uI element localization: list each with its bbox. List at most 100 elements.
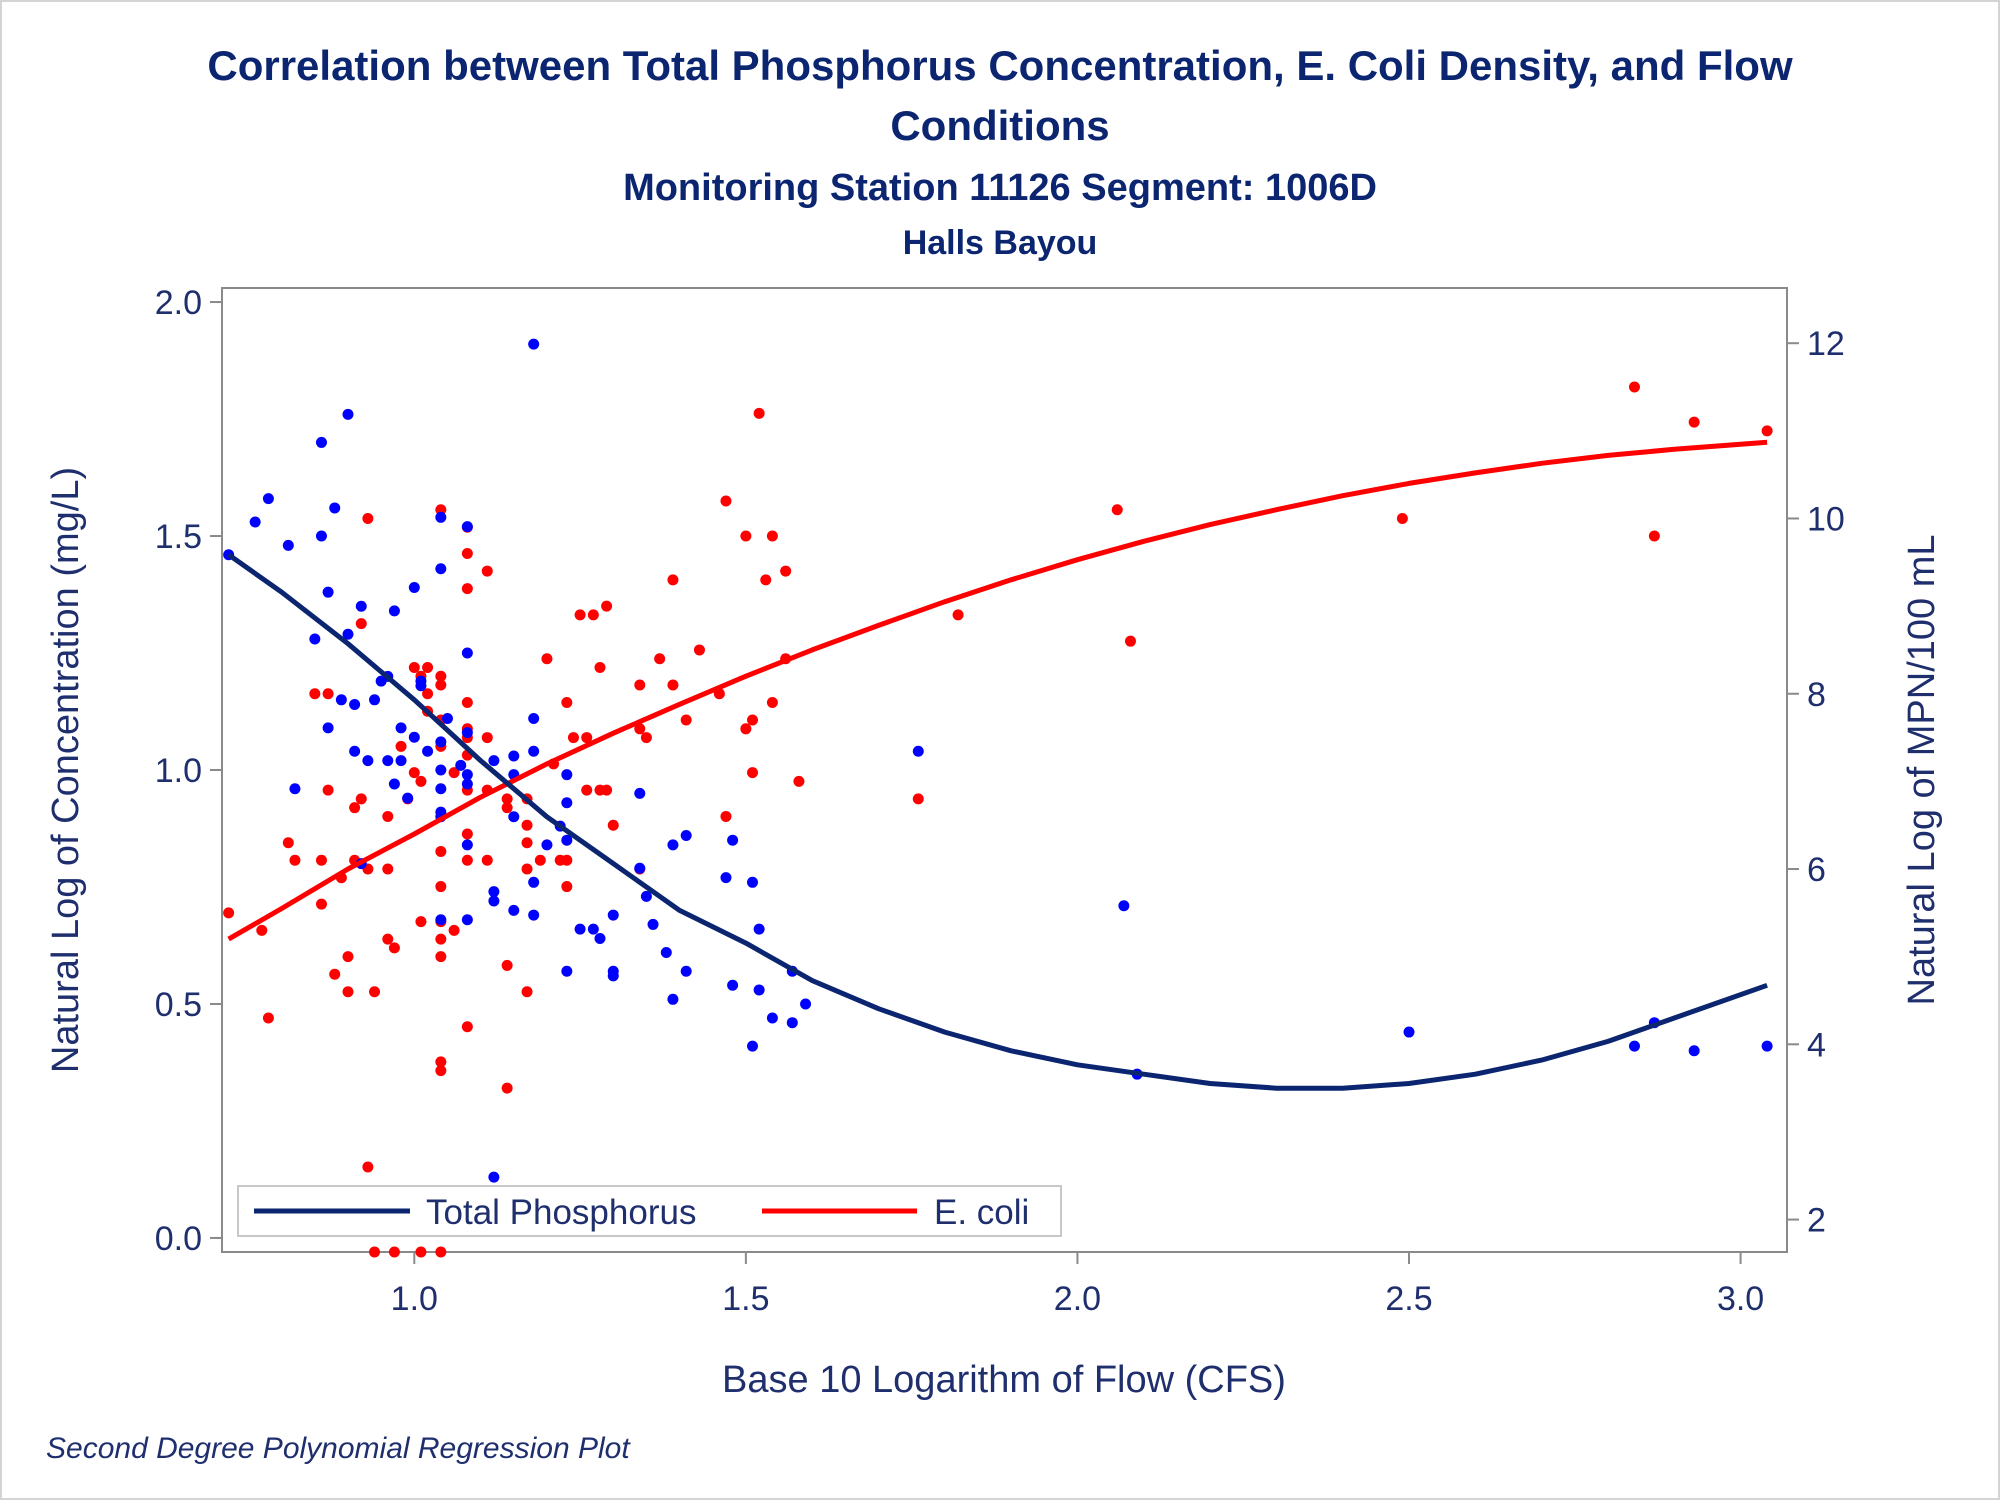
ecoli-point	[780, 565, 792, 577]
ecoli-point	[521, 863, 533, 875]
total-phosphorus-point	[680, 830, 692, 842]
ecoli-point	[740, 723, 752, 735]
total-phosphorus-point	[607, 970, 619, 982]
total-phosphorus-point	[753, 923, 765, 935]
ecoli-point	[329, 968, 341, 980]
x-tick-label: 2.0	[1054, 1280, 1101, 1318]
ecoli-point	[415, 916, 427, 928]
ecoli-point	[435, 1246, 447, 1258]
ecoli-point	[262, 1012, 274, 1024]
ecoli-point	[760, 574, 772, 586]
total-phosphorus-point	[461, 521, 473, 533]
total-phosphorus-point	[528, 876, 540, 888]
ecoli-point	[634, 723, 646, 735]
y-left-tick-label: 1.0	[155, 752, 202, 790]
ecoli-point	[501, 959, 513, 971]
y-right-tick-label: 8	[1807, 676, 1826, 714]
total-phosphorus-point	[402, 792, 414, 804]
x-tick-label: 2.5	[1385, 1280, 1432, 1318]
ecoli-point	[766, 697, 778, 709]
ecoli-point	[561, 881, 573, 893]
total-phosphorus-point	[315, 530, 327, 542]
total-phosphorus-point	[753, 984, 765, 996]
ecoli-point	[362, 512, 374, 524]
ecoli-point	[435, 846, 447, 858]
ecoli-point	[747, 714, 759, 726]
ecoli-point	[349, 802, 361, 814]
total-phosphorus-point	[528, 713, 540, 725]
ecoli-point	[561, 697, 573, 709]
total-phosphorus-point	[786, 1017, 798, 1029]
ecoli-point	[766, 530, 778, 542]
ecoli-point	[315, 898, 327, 910]
ecoli-point	[601, 784, 613, 796]
total-phosphorus-point	[461, 778, 473, 790]
total-phosphorus-point	[541, 839, 553, 851]
ecoli-point	[680, 714, 692, 726]
ecoli-point	[501, 793, 513, 805]
ecoli-point	[1396, 512, 1408, 524]
total-phosphorus-point	[528, 338, 540, 350]
ecoli-point	[435, 951, 447, 963]
ecoli-point	[574, 609, 586, 621]
ecoli-point	[382, 810, 394, 822]
total-phosphorus-point	[422, 745, 434, 757]
ecoli-point	[322, 688, 334, 700]
total-phosphorus-point	[329, 502, 341, 514]
ecoli-point	[912, 793, 924, 805]
footnote: Second Degree Polynomial Regression Plot	[46, 1432, 631, 1465]
ecoli-point	[315, 854, 327, 866]
total-phosphorus-point	[1628, 1040, 1640, 1052]
ecoli-point	[322, 784, 334, 796]
y-axis-left-label: Natural Log of Concentration (mg/L)	[45, 467, 87, 1073]
ecoli-point	[223, 907, 235, 919]
ecoli-point	[289, 854, 301, 866]
total-phosphorus-point	[435, 563, 447, 575]
ecoli-point	[448, 767, 460, 779]
ecoli-point	[461, 828, 473, 840]
y-right-tick-label: 10	[1807, 500, 1845, 538]
y-right-tick-label: 2	[1807, 1202, 1826, 1240]
ecoli-point	[422, 688, 434, 700]
total-phosphorus-point	[488, 895, 500, 907]
y-left-tick-label: 0.5	[155, 986, 202, 1024]
chart-subtitle-location: Halls Bayou	[903, 224, 1098, 262]
total-phosphorus-point	[912, 745, 924, 757]
ecoli-point	[382, 863, 394, 875]
total-phosphorus-point	[395, 722, 407, 734]
total-phosphorus-point	[727, 834, 739, 846]
x-tick-label: 1.0	[391, 1280, 438, 1318]
x-tick-label: 1.5	[722, 1280, 769, 1318]
y-left-tick-label: 1.5	[155, 518, 202, 556]
ecoli-point	[640, 732, 652, 744]
ecoli-point	[634, 679, 646, 691]
total-phosphorus-point	[747, 1040, 759, 1052]
x-tick-label: 3.0	[1717, 1280, 1764, 1318]
total-phosphorus-point	[461, 727, 473, 739]
total-phosphorus-point	[408, 581, 420, 593]
ecoli-point	[435, 1056, 447, 1068]
ecoli-point	[1124, 635, 1136, 647]
x-axis: 1.0 1.5 2.0 2.5 3.0	[391, 1252, 1764, 1318]
total-phosphorus-point	[488, 886, 500, 898]
ecoli-point	[601, 600, 613, 612]
ecoli-point	[720, 810, 732, 822]
total-phosphorus-point	[1761, 1040, 1773, 1052]
ecoli-point	[422, 661, 434, 673]
chart-title: Correlation between Total Phosphorus Con…	[207, 42, 1793, 89]
y-left-tick-label: 2.0	[155, 284, 202, 322]
ecoli-point	[587, 609, 599, 621]
total-phosphorus-point	[322, 722, 334, 734]
ecoli-point	[342, 951, 354, 963]
ecoli-point	[561, 854, 573, 866]
total-phosphorus-point	[369, 694, 381, 706]
total-phosphorus-point	[594, 932, 606, 944]
ecoli-point	[388, 1246, 400, 1258]
ecoli-point	[435, 504, 447, 516]
total-phosphorus-point	[607, 909, 619, 921]
y-right-tick-label: 12	[1807, 325, 1845, 363]
ecoli-point	[369, 986, 381, 998]
ecoli-point	[501, 1082, 513, 1094]
total-phosphorus-point	[561, 965, 573, 977]
